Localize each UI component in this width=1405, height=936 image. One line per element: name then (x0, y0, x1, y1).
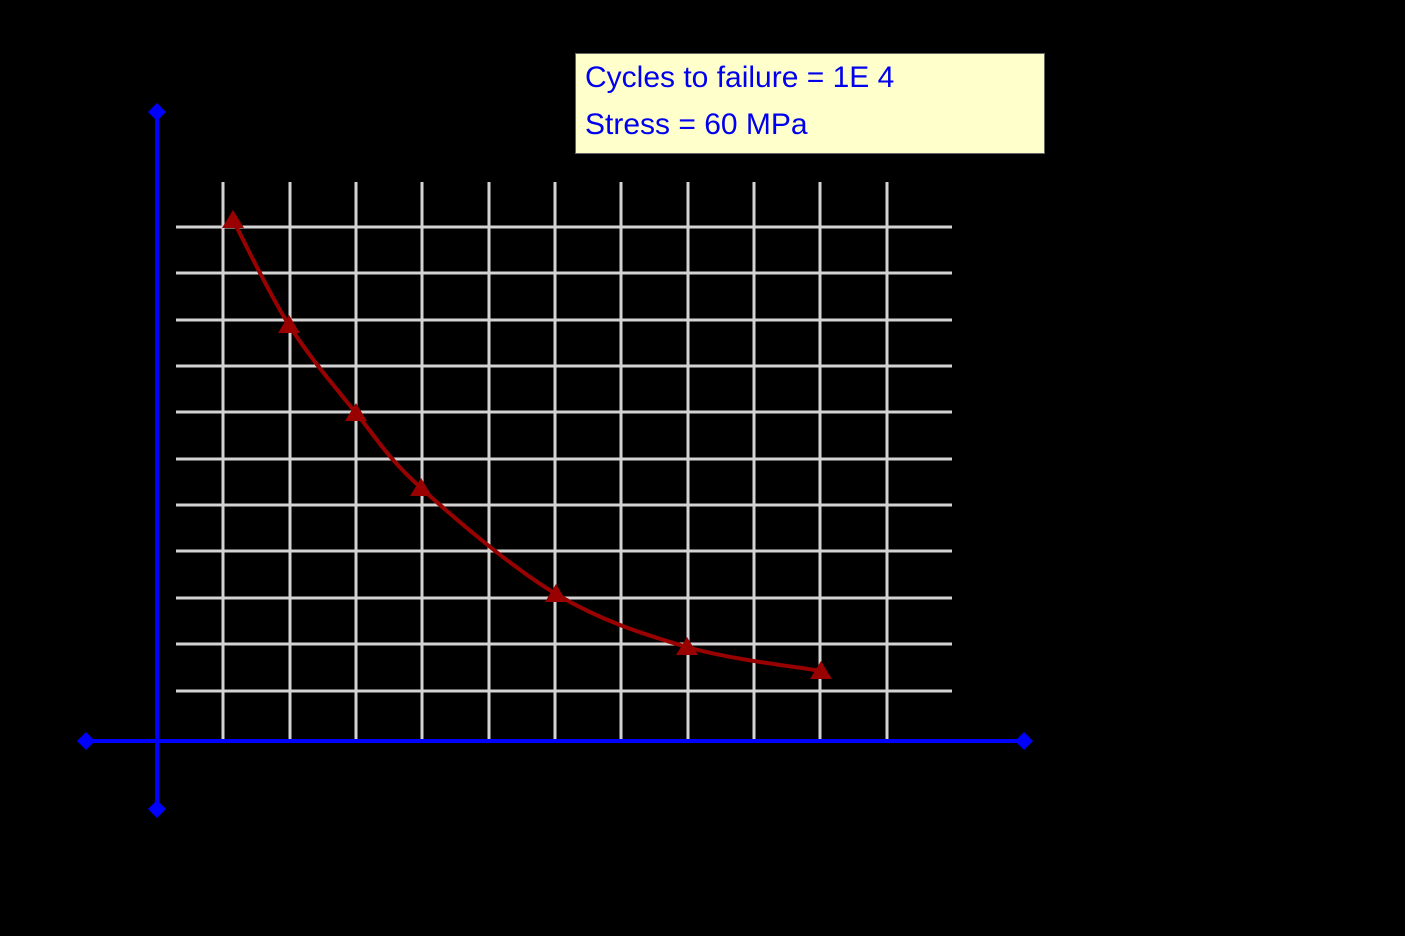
y-axis-top-diamond-icon (148, 103, 166, 121)
x-axis-left-diamond-icon (77, 732, 95, 750)
triangle-marker-icon (676, 637, 698, 655)
triangle-marker-icon (810, 661, 832, 679)
triangle-marker-icon (345, 403, 367, 421)
info-box: Cycles to failure = 1E 4 Stress = 60 MPa (575, 53, 1045, 154)
triangle-marker-icon (278, 315, 300, 333)
triangle-marker-icon (222, 210, 244, 228)
stress-label: Stress = 60 MPa (585, 108, 808, 141)
x-axis-right-diamond-icon (1015, 732, 1033, 750)
sn-curve-line (231, 219, 822, 673)
cycles-to-failure-label: Cycles to failure = 1E 4 (585, 61, 895, 94)
triangle-marker-icon (545, 584, 567, 602)
y-axis-bottom-diamond-icon (148, 800, 166, 818)
data-curve (222, 210, 832, 679)
triangle-marker-icon (410, 478, 432, 496)
axes (77, 103, 1033, 818)
grid-lines (176, 182, 952, 741)
